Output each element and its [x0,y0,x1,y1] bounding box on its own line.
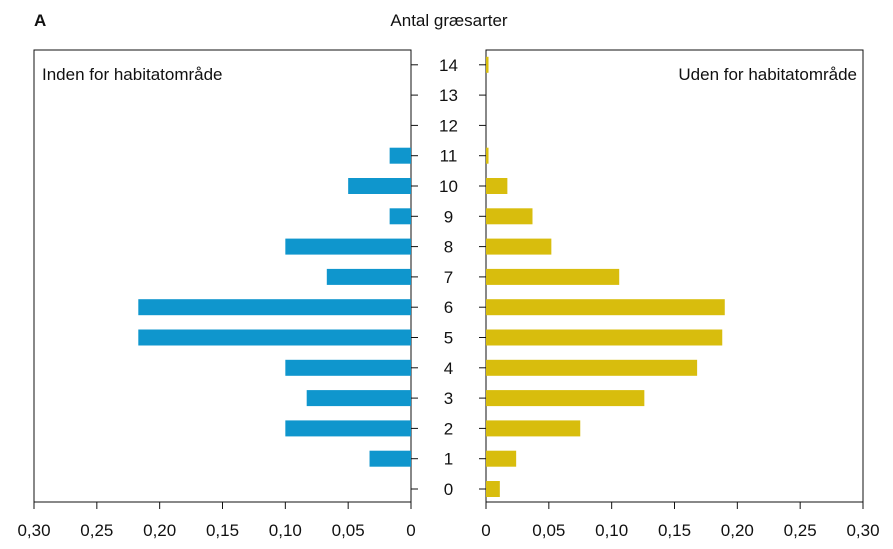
bar-inside-4 [285,359,411,376]
category-label: 8 [444,238,453,257]
bar-inside-11 [389,147,411,164]
category-label: 1 [444,450,453,469]
bar-inside-10 [348,178,411,194]
right-x-tick-label: 0,15 [658,521,691,540]
bar-outside-10 [486,178,508,194]
category-label: 0 [444,480,453,499]
left-x-tick-label: 0,15 [206,521,239,540]
bar-outside-1 [486,450,517,467]
right-x-tick-label: 0 [481,521,490,540]
right-x-tick-label: 0,10 [595,521,628,540]
bar-outside-3 [486,390,645,407]
bar-inside-7 [326,268,411,285]
bar-outside-2 [486,420,581,437]
bar-outside-7 [486,268,620,285]
category-label: 13 [439,86,458,105]
chart-title: Antal græsarter [390,11,507,30]
bar-outside-5 [486,329,723,346]
bar-inside-3 [306,390,411,407]
right-x-tick-label: 0,30 [846,521,879,540]
category-label: 14 [439,56,458,75]
bar-outside-9 [486,208,533,225]
right-x-tick-label: 0,25 [784,521,817,540]
bar-inside-2 [285,420,411,437]
category-label: 5 [444,329,453,348]
category-label: 2 [444,419,453,438]
left-x-tick-label: 0 [406,521,415,540]
left-x-tick-label: 0,05 [332,521,365,540]
bar-outside-14 [486,56,489,73]
left-x-tick-label: 0,30 [17,521,50,540]
bar-outside-8 [486,238,552,255]
right-x-tick-label: 0,05 [532,521,565,540]
right-x-axis: 0 0,05 0,10 0,15 0,20 0,25 0,30 [481,502,880,540]
left-series-label: Inden for habitatområde [42,65,223,84]
right-bars-group [486,56,725,497]
category-label: 10 [439,177,458,196]
bar-outside-11 [486,147,489,164]
category-label: 9 [444,207,453,226]
bar-inside-1 [369,450,411,467]
bar-outside-6 [486,299,725,316]
right-x-tick-label: 0,20 [721,521,754,540]
category-label: 11 [440,147,458,166]
left-x-tick-label: 0,20 [143,521,176,540]
category-label: 6 [444,298,453,317]
panel-label: A [34,11,46,30]
category-label: 3 [444,389,453,408]
category-label: 4 [444,359,453,378]
category-label: 12 [439,116,458,135]
bar-inside-6 [138,299,411,316]
left-x-axis: 0 0,05 0,10 0,15 0,20 0,25 0,30 [17,502,416,540]
bar-inside-8 [285,238,411,255]
bar-inside-9 [389,208,411,225]
left-x-tick-label: 0,10 [269,521,302,540]
category-label: 7 [444,268,453,287]
bar-outside-4 [486,359,698,376]
left-x-tick-label: 0,25 [80,521,113,540]
left-bars-group [138,147,411,467]
right-series-label: Uden for habitatområde [678,65,857,84]
bar-outside-0 [486,481,500,497]
bar-inside-5 [138,329,411,346]
